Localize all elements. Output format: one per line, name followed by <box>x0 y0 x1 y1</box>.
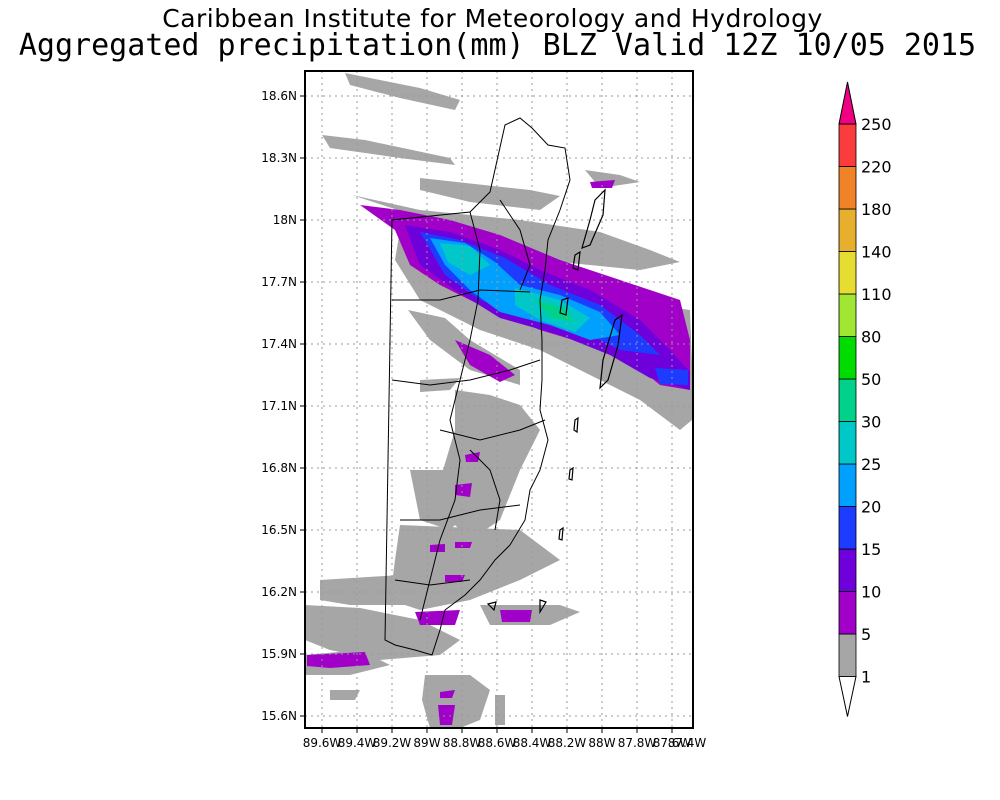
colorbar-label: 110 <box>861 285 892 304</box>
colorbar-box <box>838 336 857 380</box>
lat-label: 18.3N <box>261 151 297 165</box>
colorbar-boxes <box>838 81 857 717</box>
colorbar-label: 220 <box>861 158 892 177</box>
precip-gray-areas <box>305 73 692 728</box>
lat-label: 16.8N <box>261 461 297 475</box>
lon-label: 88W <box>588 736 615 750</box>
colorbar-box <box>838 251 857 295</box>
colorbar-label: 140 <box>861 243 892 262</box>
colorbar-box <box>838 463 857 507</box>
colorbar-label: 180 <box>861 200 892 219</box>
map-frame <box>304 70 694 729</box>
lat-label: 15.9N <box>261 647 297 661</box>
lon-label: 87.4W <box>668 736 707 750</box>
lon-labels: 89.6W 89.4W 89.2W 89W 88.8W 88.6W 88.4W … <box>303 736 707 750</box>
colorbar-label: 250 <box>861 115 892 134</box>
lon-label: 89.4W <box>338 736 377 750</box>
title-institute: Caribbean Institute for Meteorology and … <box>162 4 823 33</box>
lon-label: 88.2W <box>548 736 587 750</box>
colorbar-box <box>838 166 857 210</box>
colorbar-label: 15 <box>861 540 881 559</box>
colorbar-label: 20 <box>861 498 881 517</box>
colorbar-label: 80 <box>861 328 881 347</box>
lon-label: 89.2W <box>373 736 412 750</box>
map-gridlines <box>305 71 693 728</box>
lat-labels: 18.6N 18.3N 18N 17.7N 17.4N 17.1N 16.8N … <box>261 89 297 723</box>
lat-label: 17.1N <box>261 399 297 413</box>
lon-label: 87.6W <box>653 736 692 750</box>
colorbar-label: 50 <box>861 370 881 389</box>
colorbar-box <box>838 293 857 337</box>
lon-label: 87.8W <box>618 736 657 750</box>
lon-label: 88.6W <box>478 736 517 750</box>
lon-label: 89.6W <box>303 736 342 750</box>
lat-label: 15.6N <box>261 709 297 723</box>
colorbar-box <box>838 378 857 422</box>
colorbar-box <box>838 421 857 465</box>
lat-label: 16.2N <box>261 585 297 599</box>
lon-label: 88.4W <box>513 736 552 750</box>
lat-label: 18N <box>273 213 297 227</box>
colorbar-label: 10 <box>861 583 881 602</box>
axis-tick-marks <box>300 95 673 733</box>
lat-label: 16.5N <box>261 523 297 537</box>
colorbar-high-arrow <box>838 81 857 125</box>
lat-label: 17.7N <box>261 275 297 289</box>
country-outline <box>384 117 571 656</box>
cayes-islands <box>486 188 623 615</box>
colorbar-box <box>838 123 857 167</box>
lat-label: 17.4N <box>261 337 297 351</box>
colorbar-box <box>838 208 857 252</box>
colorbar-label: 5 <box>861 625 871 644</box>
precip-color-areas <box>307 180 690 725</box>
colorbar-box <box>838 591 857 635</box>
colorbar-box <box>838 506 857 550</box>
lon-label: 88.8W <box>443 736 482 750</box>
lat-label: 18.6N <box>261 89 297 103</box>
title-product: Aggregated precipitation(mm) BLZ Valid 1… <box>18 28 977 63</box>
colorbar-label: 30 <box>861 413 881 432</box>
colorbar-box <box>838 633 857 677</box>
colorbar-box <box>838 548 857 592</box>
colorbar-low-arrow <box>838 676 857 717</box>
colorbar-label: 1 <box>861 668 871 687</box>
colorbar-label: 25 <box>861 455 881 474</box>
lon-label: 89W <box>413 736 440 750</box>
